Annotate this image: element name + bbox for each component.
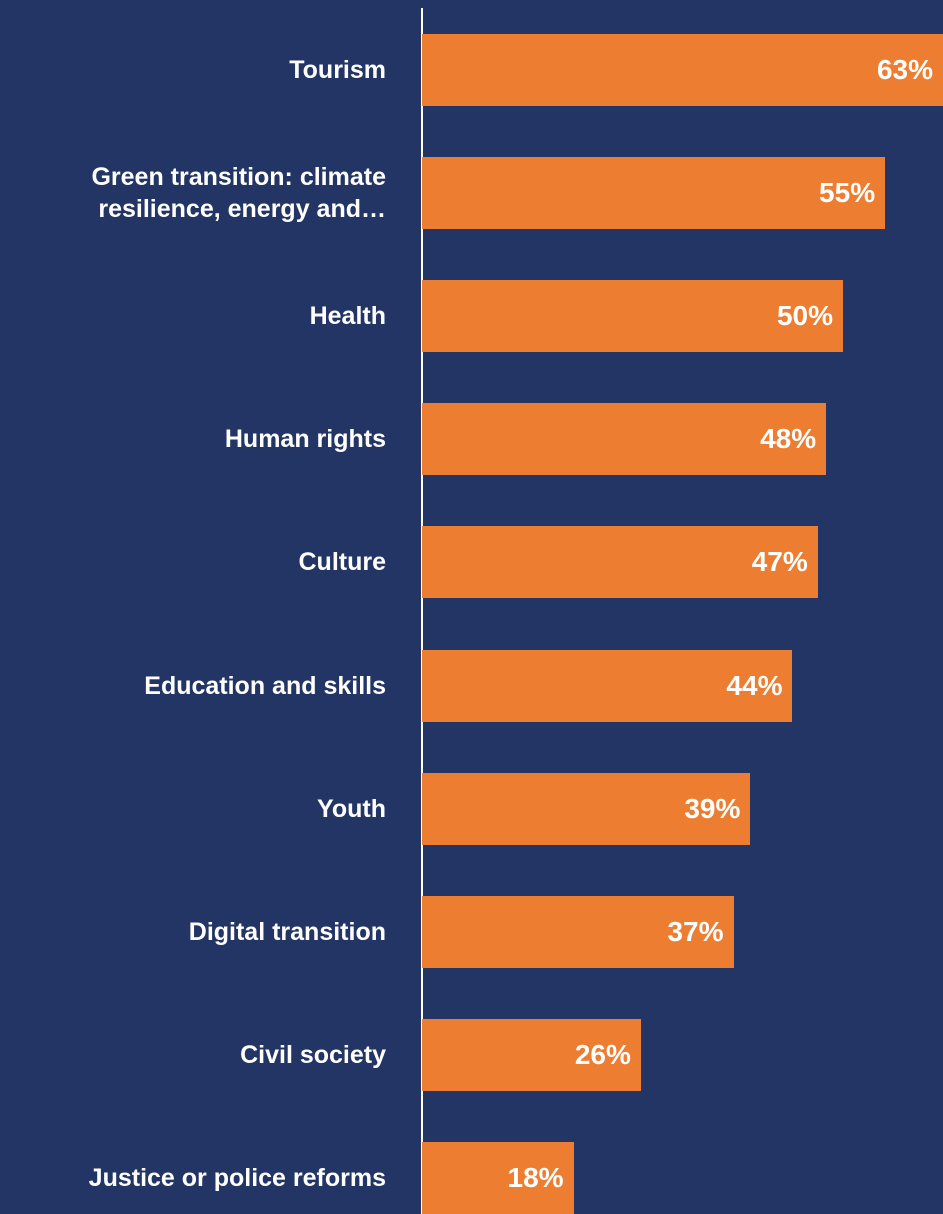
bar <box>422 280 843 353</box>
bar <box>422 526 818 599</box>
category-label: Youth <box>317 794 386 823</box>
category-label: Justice or police reforms <box>88 1163 386 1192</box>
value-label: 26% <box>574 1038 631 1070</box>
bar <box>422 649 793 722</box>
axis-line <box>421 8 423 1214</box>
value-label: 44% <box>726 669 783 701</box>
bar <box>422 772 751 845</box>
category-label: Health <box>309 302 386 331</box>
category-label: Education and skills <box>144 671 386 700</box>
value-label: 48% <box>760 423 817 455</box>
bar <box>422 895 734 968</box>
value-label: 47% <box>751 546 808 578</box>
category-label: Civil society <box>240 1040 386 1069</box>
value-label: 50% <box>776 300 833 332</box>
category-label: Human rights <box>224 425 386 454</box>
value-label: 18% <box>507 1161 564 1193</box>
value-label: 63% <box>876 54 933 85</box>
bar <box>422 157 886 230</box>
bar <box>422 1018 641 1091</box>
value-label: 39% <box>684 792 741 824</box>
value-label: 55% <box>819 177 876 209</box>
bar <box>422 1141 574 1214</box>
bar <box>422 403 827 476</box>
value-label: 37% <box>667 915 724 947</box>
category-label: Tourism <box>289 56 386 84</box>
category-label: Digital transition <box>188 917 386 946</box>
category-label: Culture <box>298 548 387 577</box>
bar <box>422 34 943 106</box>
category-label: Green transition: climate resilience, en… <box>91 163 386 224</box>
